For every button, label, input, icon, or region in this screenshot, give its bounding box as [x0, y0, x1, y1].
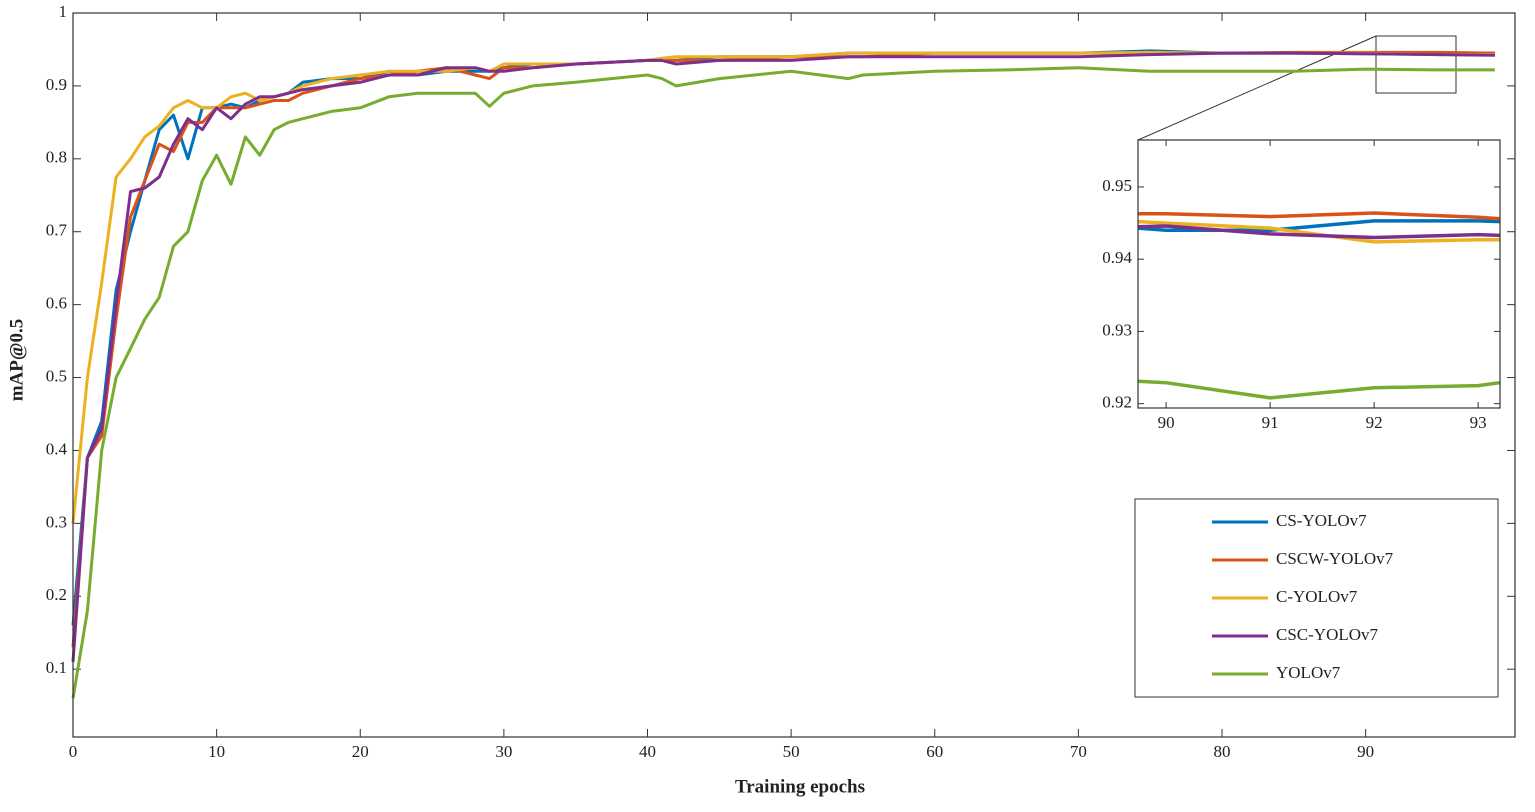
- series-line: [1137, 219, 1501, 233]
- x-tick-label: 90: [1158, 413, 1175, 432]
- x-tick-label: 92: [1366, 413, 1383, 432]
- y-tick-label: 0.95: [1102, 176, 1132, 195]
- y-tick-label: 0.5: [46, 366, 67, 385]
- x-tick-label: 20: [352, 742, 369, 761]
- inset-background: [1138, 140, 1500, 408]
- x-tick-label: 10: [208, 742, 225, 761]
- series-line: [1137, 224, 1501, 240]
- y-axis-title: mAP@0.5: [6, 319, 27, 402]
- legend-label: C-YOLOv7: [1276, 587, 1358, 606]
- y-tick-label: 0.3: [46, 512, 67, 531]
- x-tick-label: 80: [1214, 742, 1231, 761]
- x-tick-label: 90: [1357, 742, 1374, 761]
- x-tick-label: 0: [69, 742, 78, 761]
- x-tick-label: 91: [1262, 413, 1279, 432]
- y-tick-label: 0.6: [46, 294, 67, 313]
- x-tick-label: 93: [1470, 413, 1487, 432]
- y-tick-label: 0.93: [1102, 320, 1132, 339]
- x-tick-label: 70: [1070, 742, 1087, 761]
- series-line: [71, 66, 1495, 699]
- plot-frame: [1137, 139, 1501, 409]
- legend-box: [1134, 498, 1499, 698]
- x-tick-label: 50: [783, 742, 800, 761]
- y-tick-label: 0.7: [46, 221, 68, 240]
- x-axis-title: Training epochs: [735, 776, 865, 797]
- series-line: [1137, 379, 1501, 400]
- y-tick-label: 0.1: [46, 658, 67, 677]
- y-tick-label: 0.92: [1102, 393, 1132, 412]
- y-tick-label: 0.9: [46, 75, 67, 94]
- legend-label: CS-YOLOv7: [1276, 511, 1367, 530]
- x-tick-label: 60: [926, 742, 943, 761]
- legend-label: YOLOv7: [1276, 663, 1341, 682]
- zoom-box: [1375, 35, 1457, 94]
- y-tick-label: 0.8: [46, 148, 67, 167]
- series-line: [71, 51, 1495, 663]
- y-tick-label: 0.2: [46, 585, 67, 604]
- y-tick-label: 0.94: [1102, 248, 1132, 267]
- y-tick-label: 1: [59, 2, 68, 21]
- series-line: [1138, 211, 1501, 221]
- x-tick-label: 40: [639, 742, 656, 761]
- plot-frame: [72, 12, 1516, 738]
- y-tick-label: 0.4: [46, 439, 68, 458]
- legend-label: CSCW-YOLOv7: [1276, 549, 1394, 568]
- x-tick-label: 30: [495, 742, 512, 761]
- legend-label: CSC-YOLOv7: [1276, 625, 1379, 644]
- series-line: [71, 50, 1495, 524]
